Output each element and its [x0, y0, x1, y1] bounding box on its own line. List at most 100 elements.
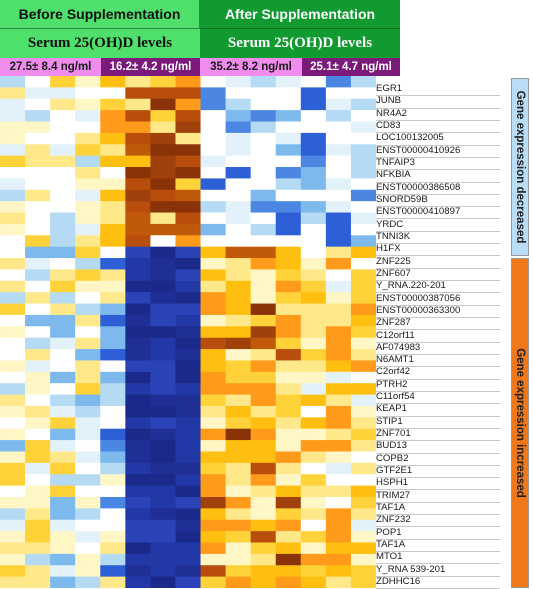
heatmap-cell: [100, 167, 126, 179]
gene-separator: [376, 317, 500, 319]
heatmap-cell: [25, 246, 51, 259]
heatmap-cell: [75, 98, 101, 111]
heatmap-cell: [200, 212, 227, 225]
heatmap-cell: [25, 167, 51, 179]
heatmap-cell: [0, 167, 26, 179]
heatmap-cell: [200, 326, 227, 339]
heatmap-cell: [200, 87, 227, 100]
heatmap-cell: [125, 383, 151, 396]
heatmap-cell: [0, 405, 26, 418]
heatmap-cell: [0, 132, 26, 145]
heatmap-cell: [325, 371, 352, 384]
heatmap-cell: [75, 144, 101, 157]
heatmap-cell: [0, 531, 26, 543]
heatmap-cell: [100, 280, 126, 293]
gene-label: ZDHHC16: [376, 575, 421, 587]
heatmap-cell: [300, 269, 327, 282]
heatmap-cell: [50, 280, 76, 293]
heatmap-cell: [300, 121, 327, 134]
heatmap-cell: [200, 144, 227, 157]
heatmap-cell: [75, 485, 101, 498]
heatmap-cell: [250, 76, 277, 88]
heatmap-cell: [300, 132, 327, 145]
heatmap-cell: [125, 462, 151, 475]
heatmap-cell: [0, 235, 26, 248]
heatmap-cell: [75, 451, 101, 464]
heatmap-cell: [175, 508, 202, 521]
heatmap-cell: [25, 223, 51, 236]
heatmap-cell: [125, 258, 151, 270]
heatmap-cell: [275, 258, 302, 270]
gene-separator: [376, 477, 500, 479]
heatmap-cell: [325, 451, 352, 464]
heatmap-cell: [325, 303, 352, 316]
heatmap-cell: [75, 178, 101, 191]
heatmap-cell: [75, 76, 101, 88]
heatmap-cell: [0, 394, 26, 407]
heatmap-cell: [200, 235, 227, 248]
heatmap-cell: [100, 485, 126, 498]
heatmap-cell: [325, 223, 352, 236]
gene-label: SNORD59B: [376, 194, 428, 205]
heatmap-cell: [0, 519, 26, 532]
heatmap-cell: [25, 87, 51, 100]
heatmap-cell: [225, 519, 252, 532]
heatmap-cell: [300, 201, 327, 214]
heatmap-cell: [50, 519, 76, 532]
heatmap-cell: [25, 258, 51, 270]
heatmap-cell: [300, 76, 327, 88]
heatmap-cell: [200, 417, 227, 430]
heatmap-cell: [325, 440, 352, 452]
gene-separator: [376, 415, 500, 417]
heatmap-cell: [25, 519, 51, 532]
heatmap-cell: [200, 167, 227, 179]
gene-separator: [376, 156, 500, 158]
heatmap-cell: [0, 98, 26, 111]
level-group-4: 25.1± 4.7 ng/ml: [302, 58, 400, 76]
heatmap-cell: [250, 474, 277, 487]
gene-separator: [376, 341, 500, 343]
heatmap-cell: [50, 485, 76, 498]
heatmap-cell: [100, 531, 126, 543]
heatmap-cell: [300, 519, 327, 532]
heatmap-cell: [50, 258, 76, 270]
heatmap-cell: [0, 349, 26, 361]
heatmap-cell: [350, 337, 376, 350]
gene-label: TNFAIP3: [376, 157, 415, 169]
level-group-2: 16.2± 4.2 ng/ml: [101, 58, 200, 76]
heatmap-cell: [175, 474, 202, 487]
heatmap-cell: [325, 565, 352, 578]
heatmap-cell: [50, 121, 76, 134]
heatmap-cell: [275, 531, 302, 543]
heatmap-cell: [100, 303, 126, 316]
gene-label: Y_RNA 539-201: [376, 563, 446, 575]
heatmap-cell: [225, 132, 252, 145]
heatmap-cell: [275, 496, 302, 509]
heatmap-cell: [175, 394, 202, 407]
heatmap-cell: [100, 360, 126, 373]
heatmap-cell: [175, 110, 202, 123]
heatmap-cell: [150, 553, 176, 566]
heatmap-cell: [150, 474, 176, 487]
heatmap-cell: [200, 451, 227, 464]
heatmap-cell: [225, 371, 252, 384]
heatmap-cell: [275, 155, 302, 168]
heatmap-cell: [350, 110, 376, 123]
heatmap-cell: [175, 132, 202, 145]
gene-label: TAF1A: [376, 538, 406, 550]
heatmap-cell: [175, 223, 202, 236]
gene-separator: [376, 551, 500, 553]
gene-separator: [376, 329, 500, 331]
heatmap-cell: [100, 246, 126, 259]
heatmap-cell: [175, 405, 202, 418]
heatmap-cell: [225, 440, 252, 452]
heatmap-cell: [150, 565, 176, 578]
heatmap-cell: [50, 144, 76, 157]
heatmap-cell: [125, 98, 151, 111]
heatmap-cell: [150, 110, 176, 123]
heatmap-cell: [300, 178, 327, 191]
heatmap-cell: [150, 178, 176, 191]
heatmap-cell: [325, 269, 352, 282]
gene-separator: [376, 230, 500, 232]
heatmap-cell: [275, 417, 302, 430]
